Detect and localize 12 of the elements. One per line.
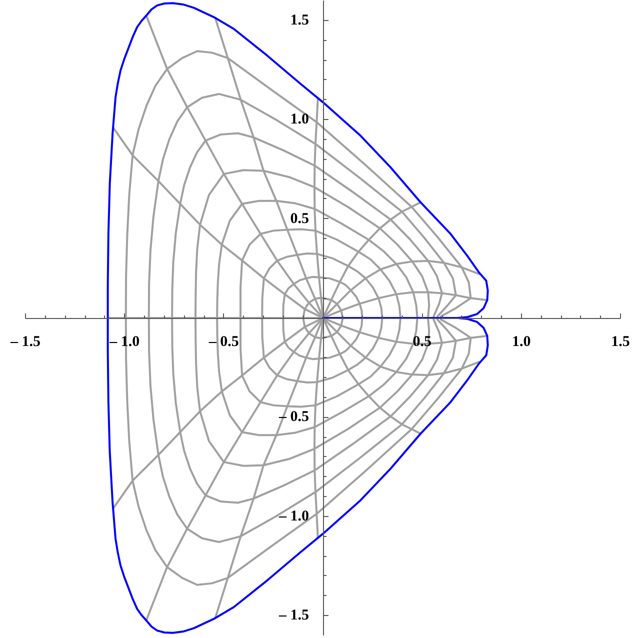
- y-tick-label: – 1.0: [278, 508, 309, 524]
- x-tick-label: 1.0: [512, 334, 531, 350]
- y-tick-label: 1.0: [290, 112, 309, 128]
- y-tick-label: 0.5: [290, 210, 309, 227]
- y-tick-label: – 0.5: [278, 409, 309, 426]
- y-tick-label: 1.5: [290, 12, 309, 28]
- x-tick-label: 1.5: [611, 334, 630, 350]
- x-tick-label: – 1.0: [108, 334, 140, 350]
- x-tick-label: – 1.5: [10, 334, 40, 350]
- x-tick-label: 0.5: [412, 334, 432, 350]
- x-tick-label: – 0.5: [208, 334, 239, 350]
- y-tick-label: – 1.5: [278, 608, 309, 624]
